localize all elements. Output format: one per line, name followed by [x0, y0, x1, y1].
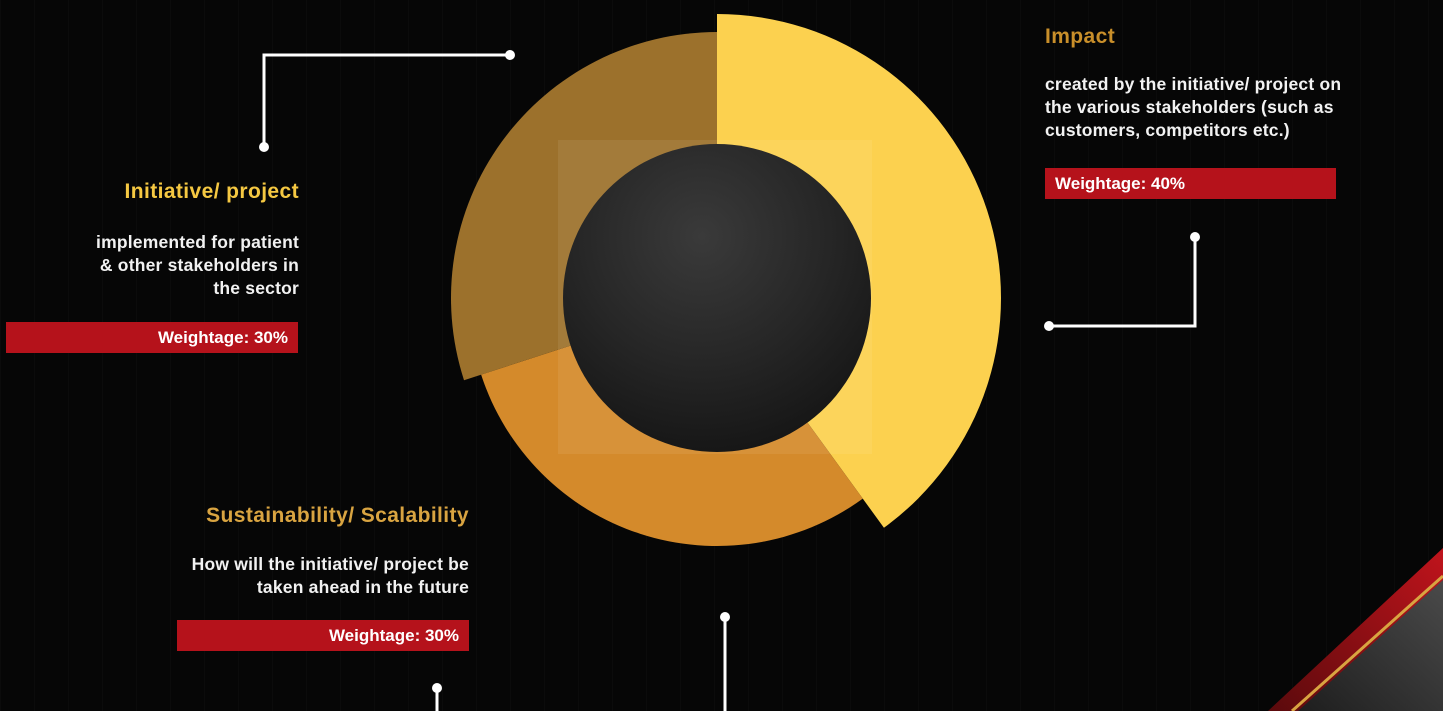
- initiative-weightage-badge: Weightage: 30%: [6, 322, 298, 353]
- sustainability-description: How will the initiative/ project be take…: [191, 554, 469, 597]
- connector-dot: [1190, 232, 1200, 242]
- impact-connector: [1049, 237, 1197, 328]
- sustainability-title: Sustainability/ Scalability: [206, 504, 469, 527]
- initiative-connector: [262, 53, 510, 147]
- impact-description: created by the initiative/ project on th…: [1045, 74, 1342, 140]
- connector-dot: [720, 612, 730, 622]
- impact-title: Impact: [1045, 25, 1116, 48]
- initiative-description: implemented for patient & other stakehol…: [96, 232, 299, 298]
- connector-dot: [1044, 321, 1054, 331]
- connector-dots: [259, 50, 1200, 693]
- connector-dot: [432, 683, 442, 693]
- connector-dot: [259, 142, 269, 152]
- sustainability-weightage-badge: Weightage: 30%: [177, 620, 469, 651]
- corner-decoration: [1268, 548, 1443, 711]
- connector-lines: [262, 53, 1197, 711]
- connector-dot: [505, 50, 515, 60]
- initiative-title: Initiative/ project: [124, 180, 299, 203]
- donut-hole: [563, 144, 871, 452]
- impact-weightage-badge: Weightage: 40%: [1045, 168, 1336, 199]
